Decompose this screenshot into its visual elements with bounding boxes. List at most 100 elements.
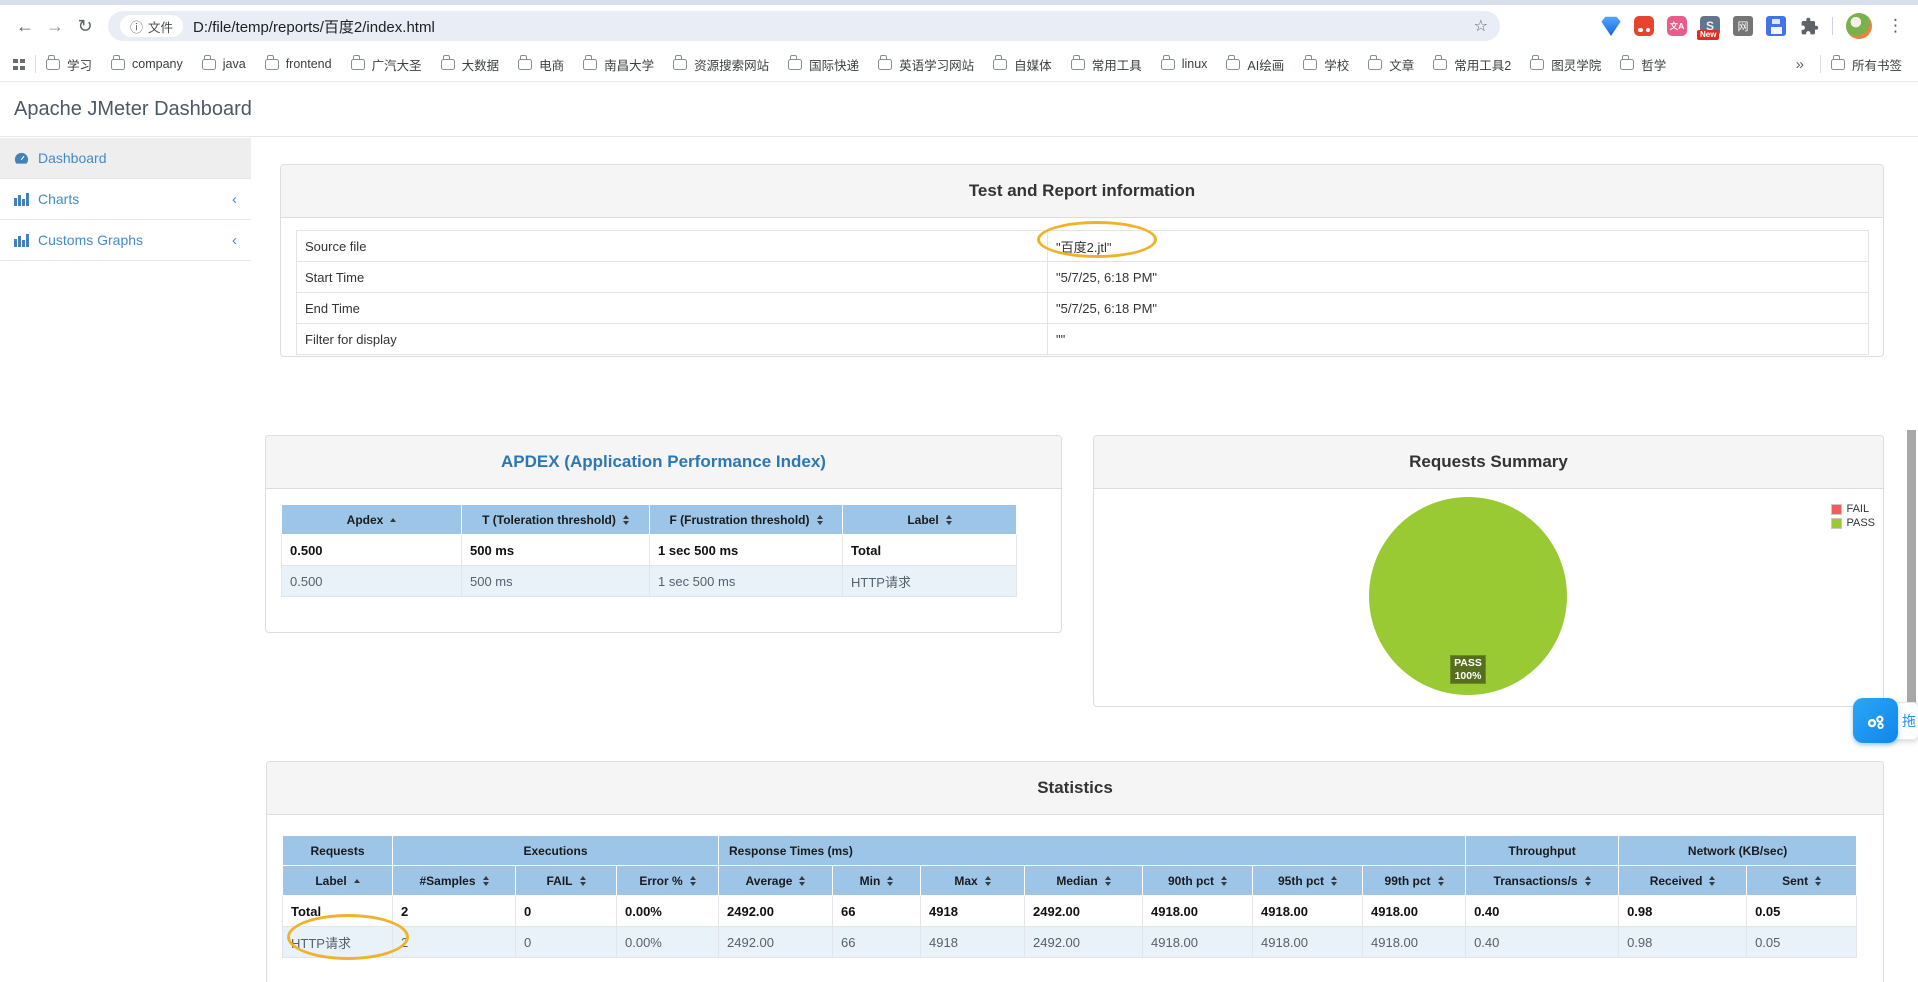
s-extension-icon[interactable]: S New	[1697, 16, 1720, 40]
back-icon[interactable]: ←	[16, 15, 34, 36]
group-header-throughput: Throughput	[1465, 835, 1620, 866]
bookmarks-bar: 学习 company java frontend 广汽大圣 大数据 电商 南昌大…	[0, 47, 1918, 82]
col-header-average[interactable]: Average	[718, 865, 834, 896]
bookmark-folder[interactable]: 学校	[1303, 55, 1349, 74]
extensions-tray: 文A S New 网 ⋮	[1601, 5, 1906, 47]
col-header-transactions[interactable]: Transactions/s	[1465, 865, 1620, 896]
tray-separator	[1832, 17, 1833, 35]
scheme-label: 文件	[148, 20, 174, 35]
bookmark-folder[interactable]: 大数据	[440, 55, 499, 74]
sort-icon	[622, 515, 629, 526]
col-header-sent[interactable]: Sent	[1746, 865, 1858, 896]
col-header-99pct[interactable]: 99th pct	[1362, 865, 1467, 896]
legend-item-pass[interactable]: PASS	[1831, 517, 1875, 529]
sidebar-item-customs-graphs[interactable]: Customs Graphs ‹	[0, 220, 251, 261]
bookmark-folder[interactable]: 图灵学院	[1530, 55, 1601, 74]
all-bookmarks[interactable]: 所有书签	[1830, 55, 1902, 74]
folder-icon	[201, 55, 216, 70]
col-header-label[interactable]: Label	[842, 504, 1017, 535]
col-header-fail[interactable]: FAIL	[515, 865, 617, 896]
folder-icon	[1433, 55, 1448, 70]
save-extension-icon[interactable]	[1766, 16, 1786, 36]
col-header-95pct[interactable]: 95th pct	[1252, 865, 1364, 896]
page-title: Apache JMeter Dashboard	[0, 82, 1918, 137]
bookmark-folder[interactable]: 自媒体	[993, 55, 1052, 74]
apps-grid-icon[interactable]	[12, 58, 25, 71]
profile-avatar[interactable]	[1846, 13, 1872, 39]
bookmark-folder[interactable]: 电商	[518, 55, 564, 74]
sort-icon	[482, 876, 489, 887]
bookmark-folder[interactable]: AI绘画	[1226, 55, 1284, 74]
info-label: Start Time	[296, 261, 1048, 293]
folder-icon	[350, 55, 365, 70]
bookmark-folder[interactable]: 学习	[46, 55, 92, 74]
netdisk-cloud-icon[interactable]	[1853, 698, 1898, 743]
url-text[interactable]: D:/file/temp/reports/百度2/index.html	[193, 18, 435, 36]
info-value: ""	[1047, 323, 1869, 355]
extensions-puzzle-icon[interactable]	[1799, 16, 1819, 36]
panel-title: Requests Summary	[1094, 436, 1883, 489]
col-header-90pct[interactable]: 90th pct	[1142, 865, 1254, 896]
col-header-samples[interactable]: #Samples	[392, 865, 516, 896]
bookmark-folder[interactable]: frontend	[264, 55, 332, 71]
forward-icon[interactable]: →	[46, 15, 64, 36]
bookmark-folder[interactable]: 常用工具	[1070, 55, 1142, 74]
col-header-frustration[interactable]: F (Frustration threshold)	[649, 504, 843, 535]
col-header-min[interactable]: Min	[832, 865, 922, 896]
col-header-toleration[interactable]: T (Toleration threshold)	[461, 504, 650, 535]
info-icon: ⓘ	[130, 19, 144, 35]
bookmark-folder[interactable]: 国际快递	[788, 55, 859, 74]
url-scheme-chip[interactable]: ⓘ 文件	[120, 15, 184, 37]
requests-summary-panel: Requests Summary FAIL PASS PASS 100%	[1093, 435, 1884, 707]
chevron-left-icon[interactable]: ‹	[232, 231, 237, 249]
table-row: 0.500 500 ms 1 sec 500 ms Total	[281, 534, 1017, 566]
col-header-received[interactable]: Received	[1618, 865, 1748, 896]
sort-icon	[689, 876, 696, 887]
col-header-median[interactable]: Median	[1024, 865, 1144, 896]
bookmark-folder[interactable]: 哲学	[1620, 55, 1666, 74]
reload-icon[interactable]: ↻	[77, 15, 93, 36]
red-extension-icon[interactable]	[1634, 16, 1654, 36]
group-header-network: Network (KB/sec)	[1618, 835, 1858, 866]
bookmark-folder[interactable]: 广汽大圣	[350, 55, 422, 74]
col-header-apdex[interactable]: Apdex	[281, 504, 462, 535]
bookmark-folder[interactable]: 资源搜索网站	[673, 55, 769, 74]
vimium-extension-icon[interactable]	[1601, 16, 1621, 36]
folder-icon	[1830, 55, 1845, 70]
info-value: "百度2.jtl"	[1047, 230, 1869, 262]
wang-extension-icon[interactable]: 网	[1733, 16, 1753, 36]
sort-icon	[1584, 876, 1591, 887]
folder-icon	[788, 55, 803, 70]
table-row-http-request: HTTP请求 2 0 0.00% 2492.00 66 4918 2492.00…	[282, 926, 1858, 958]
bookmark-folder[interactable]: 常用工具2	[1433, 55, 1511, 74]
table-header-row: Apdex T (Toleration threshold) F (Frustr…	[281, 504, 1017, 535]
sort-icon	[945, 515, 952, 526]
sidebar-item-dashboard[interactable]: Dashboard	[0, 138, 251, 179]
sidebar-item-charts[interactable]: Charts ‹	[0, 179, 251, 220]
col-header-label[interactable]: Label	[282, 865, 393, 896]
folder-icon	[1368, 55, 1383, 70]
bookmark-folder[interactable]: java	[201, 55, 246, 71]
pie-pass-label: PASS 100%	[1450, 655, 1486, 684]
sort-icon	[1221, 876, 1228, 887]
statistics-table: Requests Executions Response Times (ms) …	[282, 835, 1858, 958]
bookmarks-overflow-icon[interactable]: »	[1795, 55, 1804, 73]
bookmark-folder[interactable]: linux	[1160, 55, 1207, 71]
bookmark-folder[interactable]: 英语学习网站	[878, 55, 974, 74]
netdisk-widget[interactable]: 拖	[1853, 698, 1918, 743]
translate-extension-icon[interactable]: 文A	[1667, 16, 1687, 36]
address-bar[interactable]: ⓘ 文件 D:/file/temp/reports/百度2/index.html…	[108, 11, 1500, 41]
chevron-left-icon[interactable]: ‹	[232, 190, 237, 208]
info-value: "5/7/25, 6:18 PM"	[1047, 261, 1869, 293]
panel-title: Test and Report information	[281, 165, 1883, 218]
scrollbar-thumb[interactable]	[1907, 430, 1916, 707]
sort-icon	[887, 876, 894, 887]
legend-item-fail[interactable]: FAIL	[1831, 503, 1875, 515]
bookmark-folder[interactable]: 南昌大学	[583, 55, 654, 74]
browser-menu-icon[interactable]: ⋮	[1887, 16, 1904, 35]
bookmark-folder[interactable]: company	[111, 55, 183, 71]
col-header-max[interactable]: Max	[920, 865, 1026, 896]
bookmark-folder[interactable]: 文章	[1368, 55, 1414, 74]
col-header-error[interactable]: Error %	[615, 865, 720, 896]
bookmark-star-icon[interactable]: ☆	[1473, 18, 1488, 35]
